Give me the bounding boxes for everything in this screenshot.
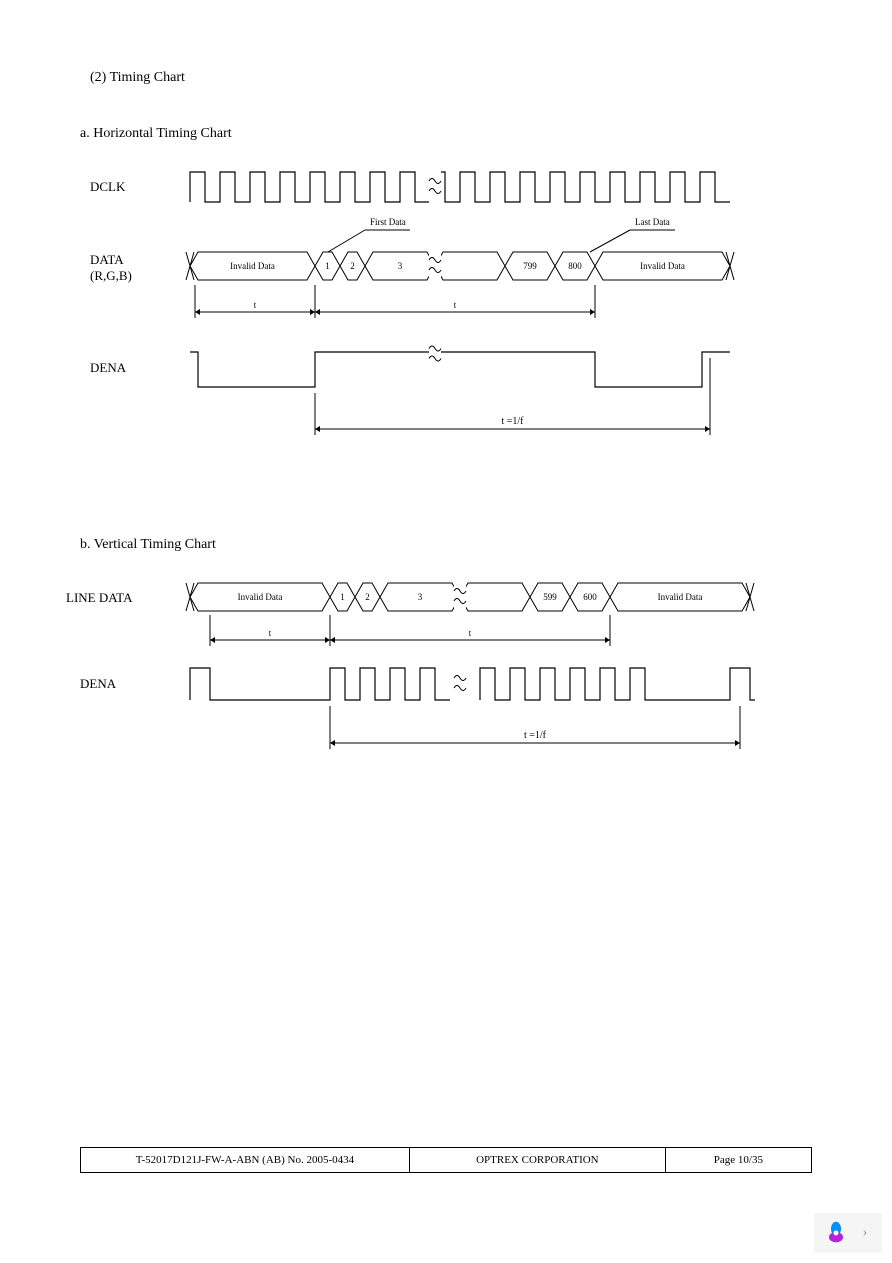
horizontal-svg: Invalid Data 1 2 3 799 800 Invalid Data First D…: [90, 157, 770, 457]
corner-widget: ›: [814, 1213, 882, 1253]
dena-label: DENA: [90, 360, 126, 376]
footer-left: T-52017D121J-FW-A-ABN (AB) No. 2005-0434: [81, 1148, 410, 1173]
svg-text:800: 800: [568, 261, 582, 271]
svg-text:First Data: First Data: [370, 217, 406, 227]
svg-text:1: 1: [325, 261, 330, 271]
svg-text:t: t: [254, 300, 257, 310]
svg-text:Invalid Data: Invalid Data: [640, 261, 685, 271]
svg-text:t =1/f: t =1/f: [524, 730, 547, 741]
svg-text:2: 2: [365, 592, 370, 602]
dena-label-v: DENA: [80, 676, 116, 692]
vertical-timing-chart: LINE DATA DENA Invalid Data123599600Inva…: [90, 568, 822, 778]
svg-text:t =1/f: t =1/f: [501, 416, 524, 427]
vertical-svg: Invalid Data 1 2 3 599 600 Invalid Data t t t =1/…: [90, 568, 770, 778]
svg-text:Invalid Data: Invalid Data: [230, 261, 275, 271]
subsection-a-heading: a. Horizontal Timing Chart: [80, 126, 822, 142]
footer-center: OPTREX CORPORATION: [409, 1148, 665, 1173]
svg-text:3: 3: [418, 592, 423, 602]
next-page-chevron-icon[interactable]: ›: [856, 1224, 874, 1242]
line-data-label: LINE DATA: [66, 590, 132, 606]
svg-text:Invalid Data: Invalid Data: [238, 592, 283, 602]
svg-text:2: 2: [350, 261, 355, 271]
horizontal-timing-chart: DCLK DATA (R,G,B) DENA Invalid Data 1 2 3 79…: [90, 157, 822, 457]
svg-text:1: 1: [340, 592, 345, 602]
footer-table: T-52017D121J-FW-A-ABN (AB) No. 2005-0434…: [80, 1147, 812, 1173]
svg-text:t: t: [454, 300, 457, 310]
dclk-label: DCLK: [90, 179, 125, 195]
svg-text:799: 799: [523, 261, 537, 271]
footer-right: Page 10/35: [665, 1148, 811, 1173]
section-heading: (2) Timing Chart: [90, 70, 822, 86]
svg-text:t: t: [269, 628, 272, 638]
svg-text:600: 600: [583, 592, 597, 602]
svg-text:t: t: [469, 628, 472, 638]
svg-text:Last Data: Last Data: [635, 217, 670, 227]
svg-text:Invalid Data: Invalid Data: [658, 592, 703, 602]
svg-text:3: 3: [398, 261, 403, 271]
data-label: DATA (R,G,B): [90, 252, 132, 284]
flower-icon: [822, 1219, 850, 1247]
data-label-sub: (R,G,B): [90, 268, 132, 283]
svg-text:599: 599: [543, 592, 557, 602]
data-label-main: DATA: [90, 252, 124, 267]
subsection-b-heading: b. Vertical Timing Chart: [80, 537, 822, 553]
